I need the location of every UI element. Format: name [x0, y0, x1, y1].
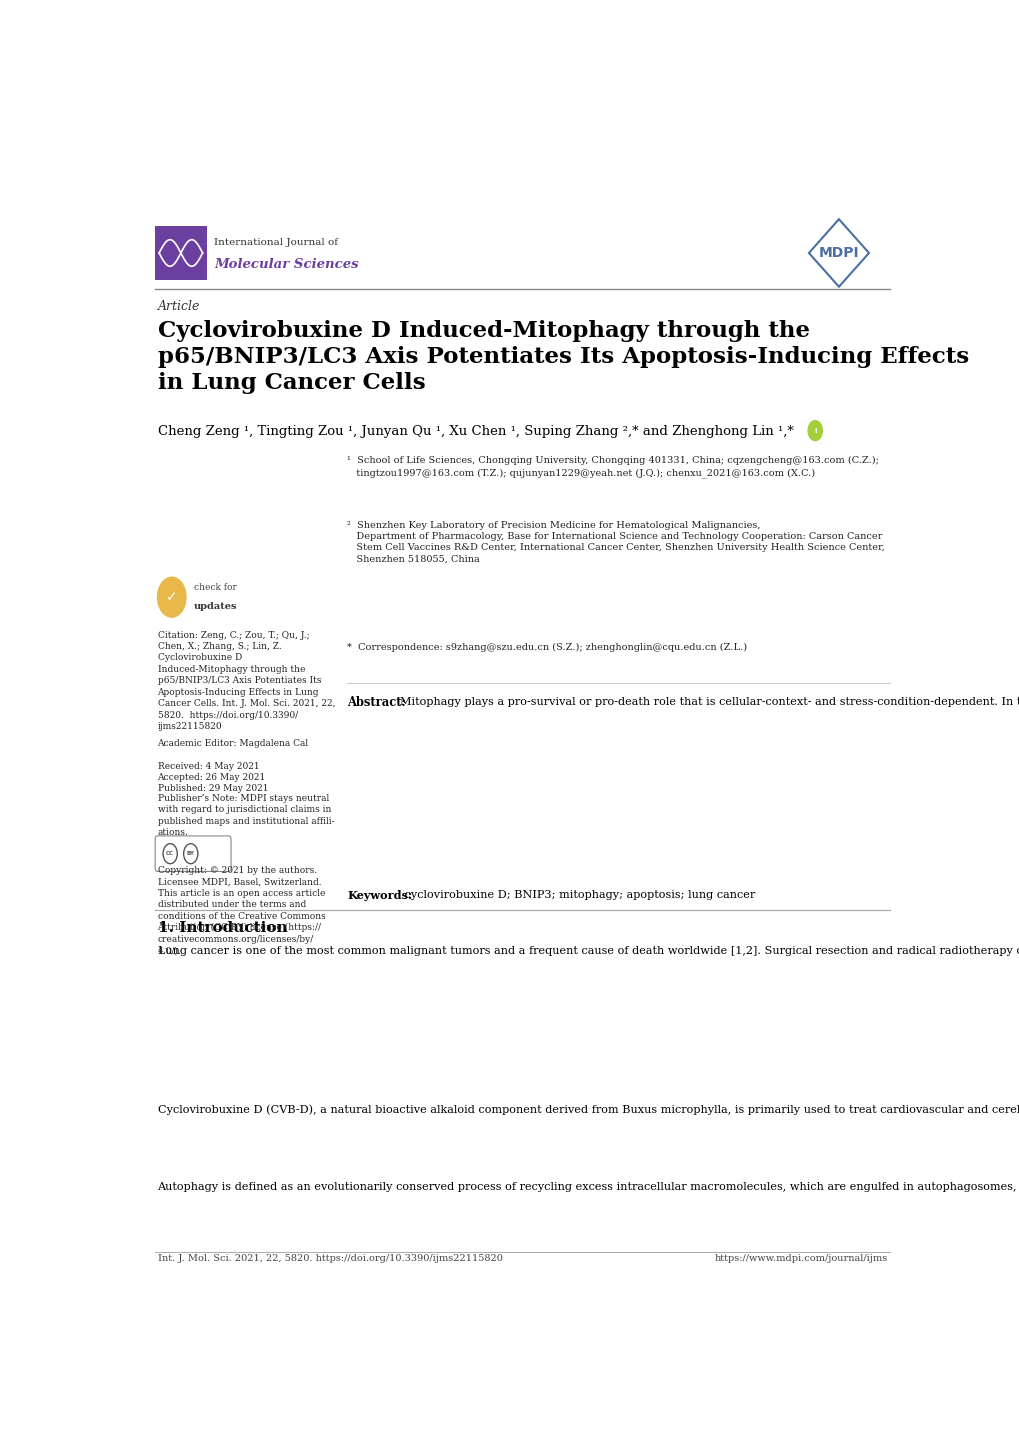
Text: Abstract:: Abstract: [346, 696, 406, 709]
Text: Int. J. Mol. Sci. 2021, 22, 5820. https://doi.org/10.3390/ijms22115820: Int. J. Mol. Sci. 2021, 22, 5820. https:… [157, 1255, 502, 1263]
Text: Publisher’s Note: MDPI stays neutral
with regard to jurisdictional claims in
pub: Publisher’s Note: MDPI stays neutral wit… [157, 793, 334, 836]
Text: ¹  School of Life Sciences, Chongqing University, Chongqing 401331, China; cqzen: ¹ School of Life Sciences, Chongqing Uni… [346, 456, 878, 477]
Text: cyclovirobuxine D; BNIP3; mitophagy; apoptosis; lung cancer: cyclovirobuxine D; BNIP3; mitophagy; apo… [400, 890, 754, 900]
Text: Lung cancer is one of the most common malignant tumors and a frequent cause of d: Lung cancer is one of the most common ma… [157, 946, 1019, 956]
Text: Copyright: © 2021 by the authors.
Licensee MDPI, Basel, Switzerland.
This articl: Copyright: © 2021 by the authors. Licens… [157, 865, 325, 955]
Text: Cheng Zeng ¹, Tingting Zou ¹, Junyan Qu ¹, Xu Chen ¹, Suping Zhang ²,* and Zheng: Cheng Zeng ¹, Tingting Zou ¹, Junyan Qu … [157, 425, 793, 438]
FancyBboxPatch shape [155, 226, 206, 280]
Text: ✓: ✓ [166, 590, 177, 604]
Text: International Journal of: International Journal of [214, 238, 338, 247]
Circle shape [157, 577, 185, 617]
Text: Citation: Zeng, C.; Zou, T.; Qu, J.;
Chen, X.; Zhang, S.; Lin, Z.
Cyclovirobuxin: Citation: Zeng, C.; Zou, T.; Qu, J.; Che… [157, 630, 334, 731]
Text: updates: updates [194, 601, 237, 610]
Text: i: i [813, 428, 815, 434]
Text: *  Correspondence: s9zhang@szu.edu.cn (S.Z.); zhenghonglin@cqu.edu.cn (Z.L.): * Correspondence: s9zhang@szu.edu.cn (S.… [346, 643, 747, 652]
Text: Mitophagy plays a pro-survival or pro-death role that is cellular-context- and s: Mitophagy plays a pro-survival or pro-de… [399, 696, 1019, 707]
Text: Article: Article [157, 300, 200, 313]
Circle shape [807, 421, 821, 441]
Text: https://www.mdpi.com/journal/ijms: https://www.mdpi.com/journal/ijms [714, 1255, 888, 1263]
Text: check for: check for [194, 583, 236, 591]
Text: ²  Shenzhen Key Laboratory of Precision Medicine for Hematological Malignancies,: ² Shenzhen Key Laboratory of Precision M… [346, 521, 884, 564]
Text: 1. Introduction: 1. Introduction [157, 921, 287, 936]
Text: Cyclovirobuxine D (CVB-D), a natural bioactive alkaloid component derived from B: Cyclovirobuxine D (CVB-D), a natural bio… [157, 1105, 1019, 1116]
Text: Keywords:: Keywords: [346, 890, 412, 901]
Text: Cyclovirobuxine D Induced-Mitophagy through the
p65/BNIP3/LC3 Axis Potentiates I: Cyclovirobuxine D Induced-Mitophagy thro… [157, 320, 968, 394]
Text: Received: 4 May 2021
Accepted: 26 May 2021
Published: 29 May 2021: Received: 4 May 2021 Accepted: 26 May 20… [157, 761, 268, 793]
Text: Molecular Sciences: Molecular Sciences [214, 258, 359, 271]
Text: Autophagy is defined as an evolutionarily conserved process of recycling excess : Autophagy is defined as an evolutionaril… [157, 1181, 1019, 1191]
Text: CC: CC [166, 851, 174, 857]
Text: Academic Editor: Magdalena Cal: Academic Editor: Magdalena Cal [157, 740, 309, 748]
Text: MDPI: MDPI [818, 247, 858, 260]
Text: BY: BY [186, 851, 195, 857]
